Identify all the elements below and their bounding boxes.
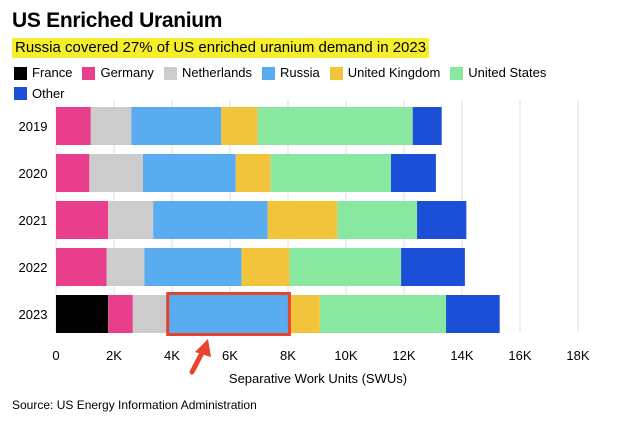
legend-item-germany: Germany (82, 64, 154, 82)
bar-2019-russia (131, 107, 222, 145)
bar-2023-other (446, 295, 500, 333)
legend: France Germany Netherlands Russia United Kin… (14, 64, 614, 105)
bar-2023-united-states (319, 295, 447, 333)
legend-label: United Kingdom (347, 65, 441, 80)
legend-swatch (450, 66, 464, 80)
x-axis-labels: 0 2K 4K 6K 8K 10K 12K 14K 16K 18K (52, 348, 590, 363)
legend-label: France (32, 65, 73, 80)
chart-subtitle: Russia covered 27% of US enriched uraniu… (12, 38, 430, 58)
arrow-head-icon (195, 339, 211, 357)
x-tick-label: 14K (450, 348, 473, 363)
annotation (166, 292, 291, 375)
y-tick-label: 2019 (19, 119, 48, 134)
bar-2021-other (417, 201, 467, 239)
bar-2019-united-states (257, 107, 413, 145)
legend-swatch (14, 66, 27, 80)
legend-item-netherlands: Netherlands (163, 64, 253, 82)
x-tick-label: 12K (392, 348, 415, 363)
x-tick-label: 18K (566, 348, 589, 363)
bars (56, 107, 500, 333)
bar-2022-russia (144, 248, 242, 286)
bar-2019-germany (56, 107, 91, 145)
legend-label: Other (32, 85, 65, 101)
bar-2021-united-states (337, 201, 418, 239)
y-axis-labels: 2019 2020 2021 2022 2023 (19, 119, 48, 322)
bar-2023-united-kingdom (290, 295, 320, 333)
legend-label: United States (468, 65, 547, 80)
bar-2022-united-states (289, 248, 402, 286)
bar-2020-united-kingdom (235, 154, 271, 192)
y-tick-label: 2022 (19, 260, 48, 275)
legend-swatch (163, 66, 177, 80)
y-tick-label: 2020 (19, 166, 48, 181)
bar-2023-france (56, 295, 109, 333)
bar-2020-russia (143, 154, 236, 192)
bar-2019-netherlands (90, 107, 132, 145)
source-note: Source: US Energy Information Administra… (12, 398, 257, 412)
x-axis-title: Separative Work Units (SWUs) (229, 371, 407, 386)
legend-item-russia: Russia (262, 64, 320, 82)
bar-2021-germany (56, 201, 109, 239)
legend-item-united-states: United States (450, 64, 546, 82)
bar-2021-netherlands (108, 201, 154, 239)
bar-2020-united-states (270, 154, 391, 192)
x-tick-label: 10K (334, 348, 357, 363)
legend-item-france: France (14, 64, 72, 82)
y-tick-label: 2023 (19, 307, 48, 322)
chart-title: US Enriched Uranium (12, 9, 223, 32)
legend-item-other: Other (14, 85, 65, 103)
x-tick-label: 4K (164, 348, 180, 363)
bar-2019-united-kingdom (221, 107, 258, 145)
highlight-box (166, 292, 291, 336)
bar-2023-russia (166, 295, 291, 333)
legend-swatch (329, 66, 343, 80)
bar-2022-netherlands (106, 248, 145, 286)
legend-label: Germany (100, 65, 154, 80)
legend-swatch (82, 66, 96, 80)
x-tick-label: 16K (508, 348, 531, 363)
bar-2023-netherlands (132, 295, 167, 333)
bar-2020-other (390, 154, 436, 192)
x-tick-label: 2K (106, 348, 122, 363)
bar-2023-germany (108, 295, 133, 333)
bar-2019-other (412, 107, 442, 145)
x-tick-label: 8K (280, 348, 296, 363)
legend-label: Russia (280, 65, 320, 80)
bar-2020-germany (56, 154, 90, 192)
legend-label: Netherlands (181, 65, 253, 80)
x-tick-label: 6K (222, 348, 238, 363)
bar-2022-united-kingdom (241, 248, 290, 286)
legend-swatch (262, 66, 276, 80)
legend-swatch (14, 87, 27, 100)
bar-2020-netherlands (89, 154, 143, 192)
bar-2022-other (401, 248, 465, 286)
y-tick-label: 2021 (19, 213, 48, 228)
bar-2021-united-kingdom (267, 201, 338, 239)
legend-item-united-kingdom: United Kingdom (329, 64, 441, 82)
bar-2021-russia (153, 201, 268, 239)
x-tick-label: 0 (52, 348, 59, 363)
bar-2022-germany (56, 248, 107, 286)
